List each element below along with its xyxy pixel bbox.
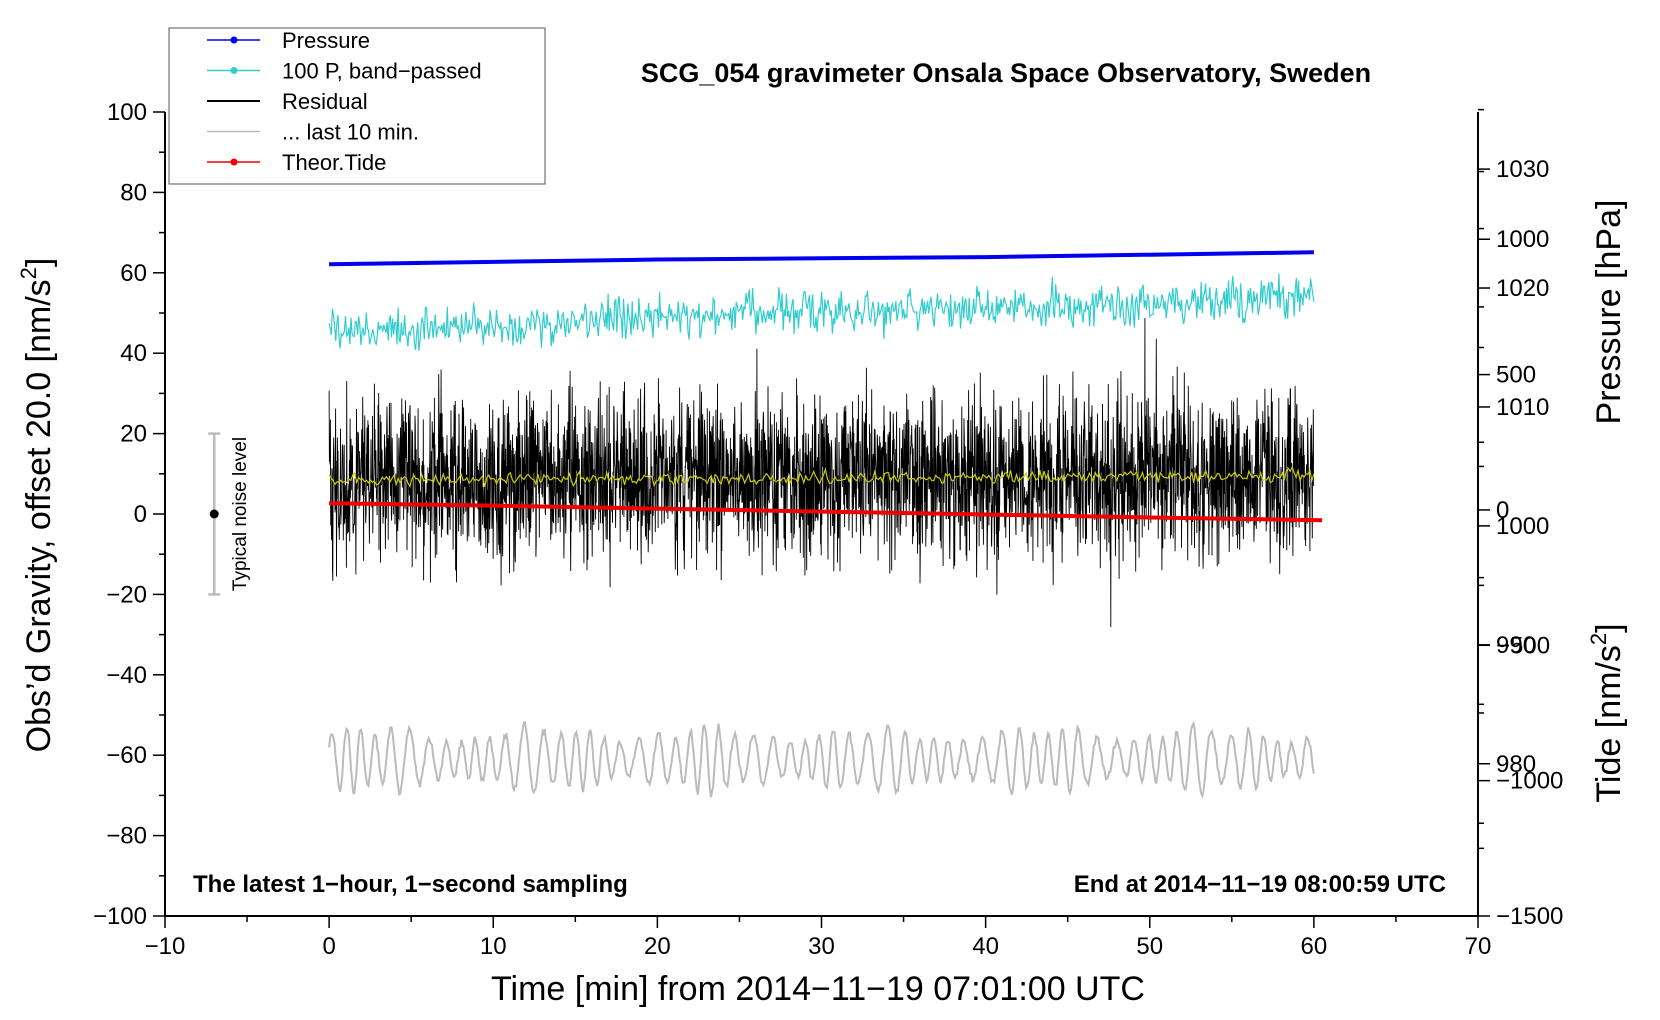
- series-theor-tide: [329, 501, 1323, 523]
- legend-label: Theor.Tide: [282, 150, 386, 175]
- x-tick-label: 0: [322, 933, 335, 960]
- series-last-10-min: [328, 720, 1315, 799]
- x-tick-label: −10: [145, 933, 186, 960]
- y-tick-label: −80: [106, 823, 147, 850]
- noise-level-indicator: Typical noise level: [208, 432, 251, 596]
- legend-label: 100 P, band−passed: [282, 59, 482, 84]
- series-100-p-band-passed: [328, 273, 1315, 351]
- x-tick-label: 70: [1465, 933, 1492, 960]
- legend-box: [168, 27, 546, 185]
- legend-marker: [230, 36, 238, 44]
- pressure-tick-label: 1010: [1496, 394, 1549, 421]
- tide-tick-label: 500: [1496, 362, 1536, 389]
- y-axis-left-title: Obs’d Gravity, offset 20.0 [nm/s2]: [16, 258, 58, 753]
- series-residual: [328, 317, 1315, 628]
- legend-label: ... last 10 min.: [282, 120, 419, 145]
- pressure-tick-label: 1030: [1496, 156, 1549, 183]
- x-tick-label: 30: [808, 933, 835, 960]
- x-axis-title: Time [min] from 2014−11−19 07:01:00 UTC: [491, 970, 1145, 1008]
- y-tick-label: 0: [134, 501, 147, 528]
- series-pressure: [329, 250, 1314, 267]
- axes-layer: −10 0 10 20 30 40 50 60 70100806040200−20−40−60−…: [93, 99, 1563, 960]
- y-axis-left-title-sup: 2: [16, 267, 41, 279]
- y-tick-label: 60: [120, 260, 147, 287]
- y-tick-label: −60: [106, 742, 147, 769]
- chart-title: SCG_054 gravimeter Onsala Space Observat…: [641, 58, 1371, 88]
- y-axis-tide-title-end: ]: [1590, 623, 1628, 632]
- pressure-tick-label: 1000: [1496, 513, 1549, 540]
- series-layer: [328, 250, 1323, 799]
- y-axis-tide-title-main: Tide [nm/s: [1590, 645, 1628, 802]
- x-tick-label: 50: [1136, 933, 1163, 960]
- y-tick-label: 100: [107, 99, 147, 126]
- legend-label: Residual: [282, 89, 368, 114]
- tide-tick-label: 1000: [1496, 226, 1549, 253]
- y-tick-label: −20: [106, 581, 147, 608]
- y-tick-label: 80: [120, 179, 147, 206]
- x-tick-label: 10: [480, 933, 507, 960]
- tide-tick-label: −1000: [1496, 768, 1563, 795]
- y-tick-label: −40: [106, 662, 147, 689]
- pressure-tick-label: 990: [1496, 632, 1536, 659]
- x-tick-label: 20: [644, 933, 671, 960]
- noise-bar-label: Typical noise level: [230, 437, 251, 591]
- legend-label: Pressure: [282, 28, 370, 53]
- tide-tick-label: −1500: [1496, 903, 1563, 930]
- text-layer: SCG_054 gravimeter Onsala Space Observat…: [16, 58, 1628, 1008]
- y-axis-left-title-end: ]: [20, 258, 58, 267]
- legend: Pressure 100 P, band−passed Residual ... la…: [168, 27, 546, 185]
- y-axis-pressure-title: Pressure [hPa]: [1590, 200, 1628, 425]
- y-tick-label: 40: [120, 340, 147, 367]
- noise-bar-center-dot: [209, 509, 219, 519]
- tide-tick-label: 0: [1496, 497, 1509, 524]
- y-tick-label: −100: [93, 903, 147, 930]
- x-tick-label: 40: [972, 933, 999, 960]
- y-axis-tide-title: Tide [nm/s2]: [1586, 623, 1628, 802]
- y-tick-label: 20: [120, 421, 147, 448]
- tide-tick-label: −500: [1496, 632, 1550, 659]
- annotation-end-time: End at 2014−11−19 08:00:59 UTC: [1074, 871, 1446, 898]
- series-residual-smoothed: [328, 465, 1315, 488]
- pressure-tick-label: 980: [1496, 751, 1536, 778]
- y-axis-left-title-main: Obs’d Gravity, offset 20.0 [nm/s: [20, 279, 58, 752]
- annotation-sampling: The latest 1−hour, 1−second sampling: [193, 871, 628, 898]
- pressure-tick-label: 1020: [1496, 275, 1549, 302]
- x-tick-label: 60: [1301, 933, 1328, 960]
- y-axis-tide-title-sup: 2: [1586, 633, 1611, 645]
- legend-marker: [230, 158, 238, 166]
- legend-marker: [230, 67, 238, 74]
